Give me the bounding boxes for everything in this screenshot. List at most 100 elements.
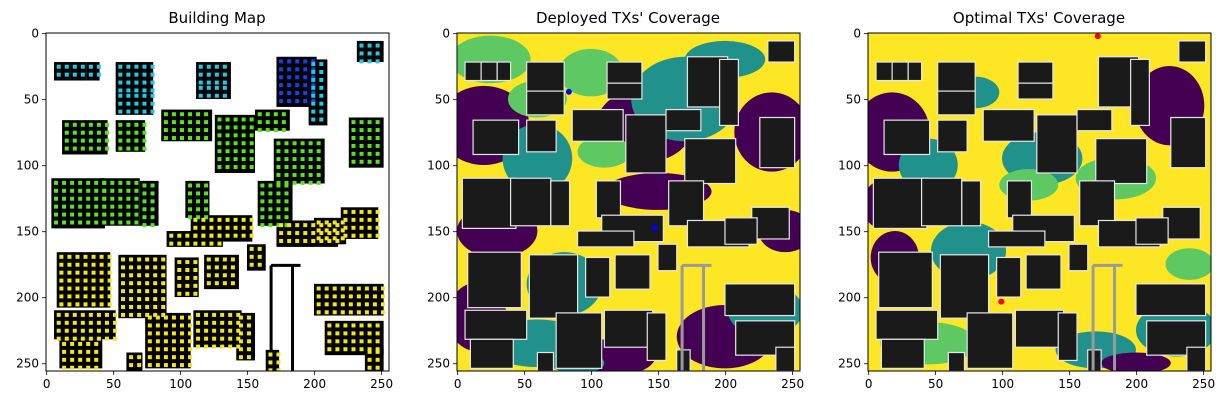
receiver-marker bbox=[372, 286, 377, 291]
receiver-marker bbox=[185, 283, 190, 288]
receiver-marker bbox=[121, 289, 126, 294]
building-footprint bbox=[526, 61, 565, 92]
receiver-marker bbox=[142, 88, 147, 93]
receiver-marker bbox=[367, 347, 372, 352]
receiver-marker bbox=[308, 141, 313, 146]
receiver-marker bbox=[150, 183, 155, 188]
y-tick-label: 250 bbox=[427, 357, 450, 371]
receiver-marker bbox=[276, 191, 281, 196]
receiver-marker bbox=[147, 347, 152, 352]
receiver-marker bbox=[225, 225, 230, 230]
building-footprint bbox=[571, 108, 624, 142]
receiver-marker bbox=[118, 88, 123, 93]
receiver-marker bbox=[295, 91, 300, 96]
receiver-marker bbox=[86, 365, 91, 370]
receiver-marker bbox=[150, 88, 155, 93]
receiver-marker bbox=[206, 85, 211, 90]
receiver-marker bbox=[284, 149, 289, 154]
y-tick-label: 50 bbox=[24, 93, 39, 107]
x-tick-label: 100 bbox=[991, 377, 1014, 391]
y-tick-label: 150 bbox=[16, 225, 39, 239]
receiver-marker bbox=[279, 231, 284, 236]
receiver-marker bbox=[188, 347, 193, 352]
receiver-marker bbox=[217, 125, 222, 130]
receiver-marker bbox=[150, 215, 155, 220]
receiver-marker bbox=[88, 146, 93, 151]
receiver-marker bbox=[249, 254, 254, 259]
receiver-marker bbox=[311, 85, 316, 90]
receiver-marker bbox=[155, 315, 160, 320]
receiver-marker bbox=[179, 363, 184, 368]
receiver-marker bbox=[188, 199, 193, 204]
receiver-marker bbox=[204, 120, 209, 125]
receiver-marker bbox=[104, 146, 109, 151]
receiver-marker bbox=[142, 93, 147, 98]
receiver-marker bbox=[246, 315, 251, 320]
receiver-marker bbox=[72, 328, 77, 333]
receiver-marker bbox=[225, 125, 230, 130]
receiver-marker bbox=[222, 72, 227, 77]
receiver-marker bbox=[72, 320, 77, 325]
receiver-marker bbox=[364, 302, 369, 307]
receiver-marker bbox=[179, 128, 184, 133]
receiver-marker bbox=[225, 165, 230, 170]
receiver-marker bbox=[367, 233, 372, 238]
building-footprint bbox=[464, 309, 528, 340]
receiver-marker bbox=[214, 80, 219, 85]
deployed-coverage-frame bbox=[456, 32, 801, 372]
receiver-marker bbox=[324, 294, 329, 299]
receiver-marker bbox=[332, 220, 337, 225]
receiver-marker bbox=[238, 339, 243, 344]
receiver-marker bbox=[64, 122, 69, 127]
receiver-marker bbox=[137, 312, 142, 317]
receiver-marker bbox=[228, 344, 233, 349]
receiver-marker bbox=[212, 320, 217, 325]
receiver-marker bbox=[319, 69, 324, 74]
receiver-marker bbox=[268, 360, 273, 365]
receiver-marker bbox=[375, 159, 380, 164]
receiver-marker bbox=[343, 323, 348, 328]
receiver-marker bbox=[64, 336, 69, 341]
receiver-marker bbox=[137, 297, 142, 302]
receiver-marker bbox=[241, 233, 246, 238]
receiver-marker bbox=[230, 281, 235, 286]
receiver-marker bbox=[206, 273, 211, 278]
building-footprint bbox=[480, 61, 498, 82]
receiver-marker bbox=[142, 138, 147, 143]
receiver-marker bbox=[359, 233, 364, 238]
receiver-marker bbox=[327, 323, 332, 328]
receiver-marker bbox=[64, 72, 69, 77]
receiver-marker bbox=[54, 188, 59, 193]
building-footprint bbox=[1162, 206, 1201, 240]
building-footprint bbox=[461, 177, 517, 230]
receiver-marker bbox=[364, 294, 369, 299]
receiver-marker bbox=[99, 286, 104, 291]
building-footprint bbox=[1170, 116, 1207, 169]
building-footprint bbox=[1036, 114, 1078, 174]
receiver-marker bbox=[163, 323, 168, 328]
receiver-marker bbox=[188, 315, 193, 320]
receiver-marker bbox=[196, 207, 201, 212]
receiver-marker bbox=[367, 159, 372, 164]
y-tick-label: 200 bbox=[427, 291, 450, 305]
receiver-marker bbox=[96, 336, 101, 341]
receiver-marker bbox=[311, 83, 316, 88]
receiver-marker bbox=[265, 128, 270, 133]
receiver-marker bbox=[62, 188, 67, 193]
receiver-marker bbox=[59, 278, 64, 283]
receiver-marker bbox=[204, 199, 209, 204]
building-footprint bbox=[196, 62, 231, 84]
receiver-marker bbox=[142, 80, 147, 85]
receiver-marker bbox=[163, 331, 168, 336]
receiver-marker bbox=[54, 180, 59, 185]
receiver-marker bbox=[356, 310, 361, 315]
receiver-marker bbox=[343, 339, 348, 344]
building-footprint bbox=[939, 254, 990, 319]
receiver-marker bbox=[177, 260, 182, 265]
receiver-marker bbox=[86, 357, 91, 362]
receiver-marker bbox=[233, 217, 238, 222]
receiver-marker bbox=[276, 183, 281, 188]
receiver-marker bbox=[295, 59, 300, 64]
receiver-marker bbox=[88, 122, 93, 127]
receiver-marker bbox=[86, 180, 91, 185]
